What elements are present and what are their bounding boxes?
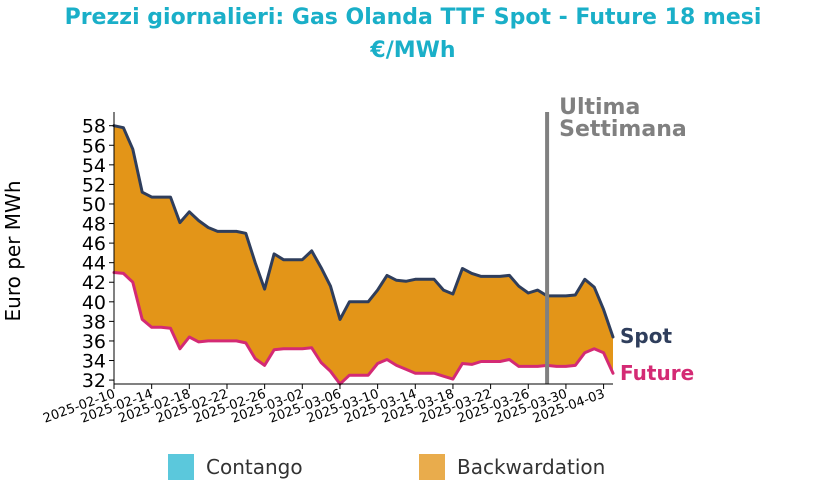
y-tick-label: 58 <box>82 116 106 138</box>
series-line-future <box>112 271 615 386</box>
y-tick-label: 34 <box>82 351 106 373</box>
y-tick-label: 56 <box>82 135 106 157</box>
series-line-spot <box>112 124 615 339</box>
y-tick-label: 44 <box>82 253 106 275</box>
legend-swatch-contango <box>168 454 194 480</box>
y-tick-label: 46 <box>82 233 106 255</box>
legend-item-contango: Contango <box>168 453 303 481</box>
legend-swatch-backwardation <box>419 454 445 480</box>
spot-end-label: Spot <box>620 324 672 348</box>
future-end-label: Future <box>620 361 694 385</box>
y-tick-label: 50 <box>82 194 106 216</box>
legend-label-backwardation: Backwardation <box>457 455 606 479</box>
chart-subtitle: €/MWh <box>370 38 456 63</box>
backwardation-area <box>114 125 613 384</box>
y-tick-label: 52 <box>82 174 106 196</box>
y-tick-label: 54 <box>82 155 106 177</box>
last-week-label-line2: Settimana <box>559 117 687 142</box>
y-tick-label: 40 <box>82 292 106 314</box>
y-tick-label: 36 <box>82 331 106 353</box>
chart-title: Prezzi giornalieri: Gas Olanda TTF Spot … <box>64 5 762 30</box>
y-tick-label: 38 <box>82 311 106 333</box>
y-tick-label: 48 <box>82 214 106 236</box>
y-tick-label: 32 <box>82 370 106 392</box>
y-tick-label: 42 <box>82 272 106 294</box>
last-week-label-line1: Ultima <box>559 95 640 120</box>
legend-label-contango: Contango <box>206 455 303 479</box>
y-axis-label: Euro per MWh <box>1 181 25 322</box>
legend-item-backwardation: Backwardation <box>419 453 605 481</box>
